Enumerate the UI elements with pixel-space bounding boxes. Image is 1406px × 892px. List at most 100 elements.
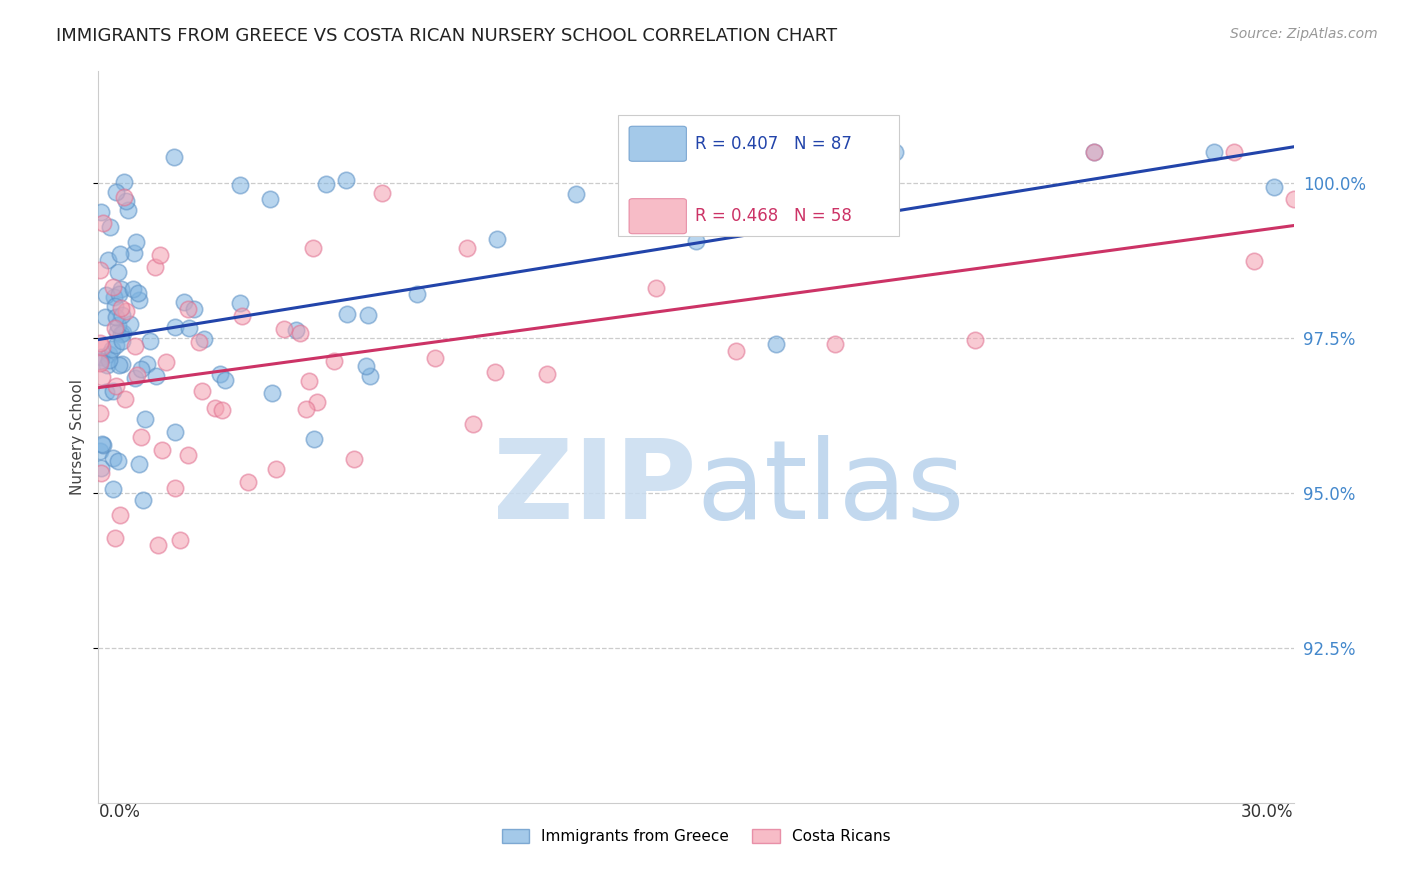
Point: [1243, 254, 1265, 268]
Point: [115, 304, 138, 318]
Point: [209, 367, 232, 381]
Point: [143, 260, 166, 275]
Point: [135, 357, 157, 371]
Point: [124, 339, 146, 353]
Point: [101, 280, 124, 294]
Point: [371, 186, 394, 200]
Point: [89, 353, 111, 368]
Point: [236, 475, 259, 490]
Point: [91, 340, 114, 354]
Point: [423, 351, 446, 366]
Point: [228, 178, 250, 193]
Point: [406, 287, 429, 301]
Point: [104, 320, 127, 334]
Point: [129, 430, 152, 444]
Point: [266, 462, 288, 476]
Point: [343, 452, 366, 467]
Text: 0.0%: 0.0%: [98, 803, 141, 821]
Point: [110, 326, 132, 341]
Point: [112, 326, 135, 340]
Point: [323, 354, 346, 368]
Text: R = 0.407   N = 87: R = 0.407 N = 87: [695, 135, 852, 153]
Point: [163, 320, 186, 334]
Point: [294, 401, 316, 416]
Text: ZIP: ZIP: [492, 434, 696, 541]
Point: [107, 454, 129, 468]
Point: [89, 336, 111, 351]
Point: [103, 450, 125, 465]
Legend: Immigrants from Greece, Costa Ricans: Immigrants from Greece, Costa Ricans: [495, 822, 897, 850]
Point: [131, 362, 153, 376]
Point: [100, 219, 122, 234]
Point: [101, 482, 124, 496]
Point: [104, 186, 127, 200]
Point: [108, 247, 131, 261]
Point: [1083, 145, 1105, 159]
Point: [177, 321, 200, 335]
Point: [101, 342, 124, 356]
Point: [359, 368, 381, 383]
Point: [824, 337, 846, 351]
Point: [89, 356, 111, 370]
Point: [155, 355, 177, 369]
Point: [125, 235, 148, 249]
Point: [176, 301, 198, 316]
Point: [127, 286, 149, 301]
Text: IMMIGRANTS FROM GREECE VS COSTA RICAN NURSERY SCHOOL CORRELATION CHART: IMMIGRANTS FROM GREECE VS COSTA RICAN NU…: [56, 27, 838, 45]
Point: [122, 246, 145, 260]
Point: [107, 358, 129, 372]
Point: [273, 322, 295, 336]
Point: [163, 481, 186, 495]
Point: [1202, 145, 1225, 159]
Point: [298, 374, 321, 388]
Point: [89, 262, 111, 277]
Point: [191, 384, 214, 398]
Point: [1223, 145, 1246, 159]
Point: [104, 299, 127, 313]
Point: [357, 308, 380, 322]
Point: [114, 194, 136, 209]
FancyBboxPatch shape: [628, 199, 686, 234]
Point: [131, 492, 153, 507]
Point: [645, 281, 668, 295]
Point: [94, 310, 117, 324]
Point: [90, 466, 112, 480]
Point: [112, 190, 135, 204]
Point: [134, 411, 156, 425]
Point: [90, 350, 112, 364]
Text: Source: ZipAtlas.com: Source: ZipAtlas.com: [1230, 27, 1378, 41]
Point: [104, 532, 127, 546]
Point: [90, 461, 112, 475]
Point: [89, 406, 111, 420]
Point: [94, 384, 117, 399]
Point: [94, 288, 117, 302]
Point: [1263, 180, 1285, 194]
Point: [356, 359, 378, 373]
Point: [288, 326, 311, 340]
Point: [98, 347, 121, 361]
Point: [214, 374, 236, 388]
Point: [105, 379, 128, 393]
Point: [463, 417, 485, 432]
Point: [105, 325, 128, 339]
Point: [110, 282, 132, 296]
Point: [108, 287, 131, 301]
Point: [259, 192, 281, 206]
Point: [163, 425, 186, 439]
Point: [150, 442, 173, 457]
Point: [120, 318, 142, 332]
Point: [456, 241, 478, 255]
Point: [336, 307, 359, 321]
Point: [91, 438, 114, 452]
Point: [262, 386, 284, 401]
Y-axis label: Nursery School: Nursery School: [70, 379, 86, 495]
Point: [884, 145, 907, 159]
Point: [536, 367, 558, 381]
Point: [193, 332, 215, 346]
Point: [91, 216, 114, 230]
Point: [765, 336, 787, 351]
Point: [124, 370, 146, 384]
Point: [724, 344, 747, 359]
Text: atlas: atlas: [696, 434, 965, 541]
Point: [211, 403, 233, 417]
